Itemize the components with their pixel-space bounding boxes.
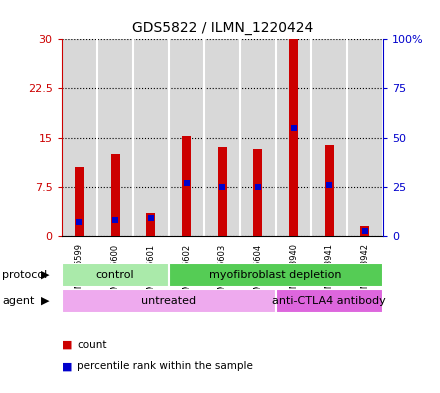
Text: protocol: protocol xyxy=(2,270,48,280)
Bar xyxy=(62,263,169,287)
Text: ▶: ▶ xyxy=(41,296,49,306)
Text: agent: agent xyxy=(2,296,35,306)
Bar xyxy=(111,154,120,236)
Bar xyxy=(169,263,383,287)
Text: ▶: ▶ xyxy=(41,270,49,280)
Text: percentile rank within the sample: percentile rank within the sample xyxy=(77,361,253,371)
Bar xyxy=(218,147,227,236)
Text: ■: ■ xyxy=(62,340,72,350)
Bar xyxy=(75,167,84,236)
Text: control: control xyxy=(96,270,135,280)
Bar xyxy=(325,145,334,236)
Bar xyxy=(147,213,155,236)
Text: untreated: untreated xyxy=(141,296,196,306)
Text: myofibroblast depletion: myofibroblast depletion xyxy=(209,270,342,280)
Text: ■: ■ xyxy=(62,361,72,371)
Text: anti-CTLA4 antibody: anti-CTLA4 antibody xyxy=(272,296,386,306)
Title: GDS5822 / ILMN_1220424: GDS5822 / ILMN_1220424 xyxy=(132,22,313,35)
Bar xyxy=(182,136,191,236)
Bar xyxy=(253,149,262,236)
Bar xyxy=(289,39,298,236)
Bar xyxy=(360,226,370,236)
Text: count: count xyxy=(77,340,106,350)
Bar xyxy=(62,289,276,313)
Bar xyxy=(276,289,383,313)
